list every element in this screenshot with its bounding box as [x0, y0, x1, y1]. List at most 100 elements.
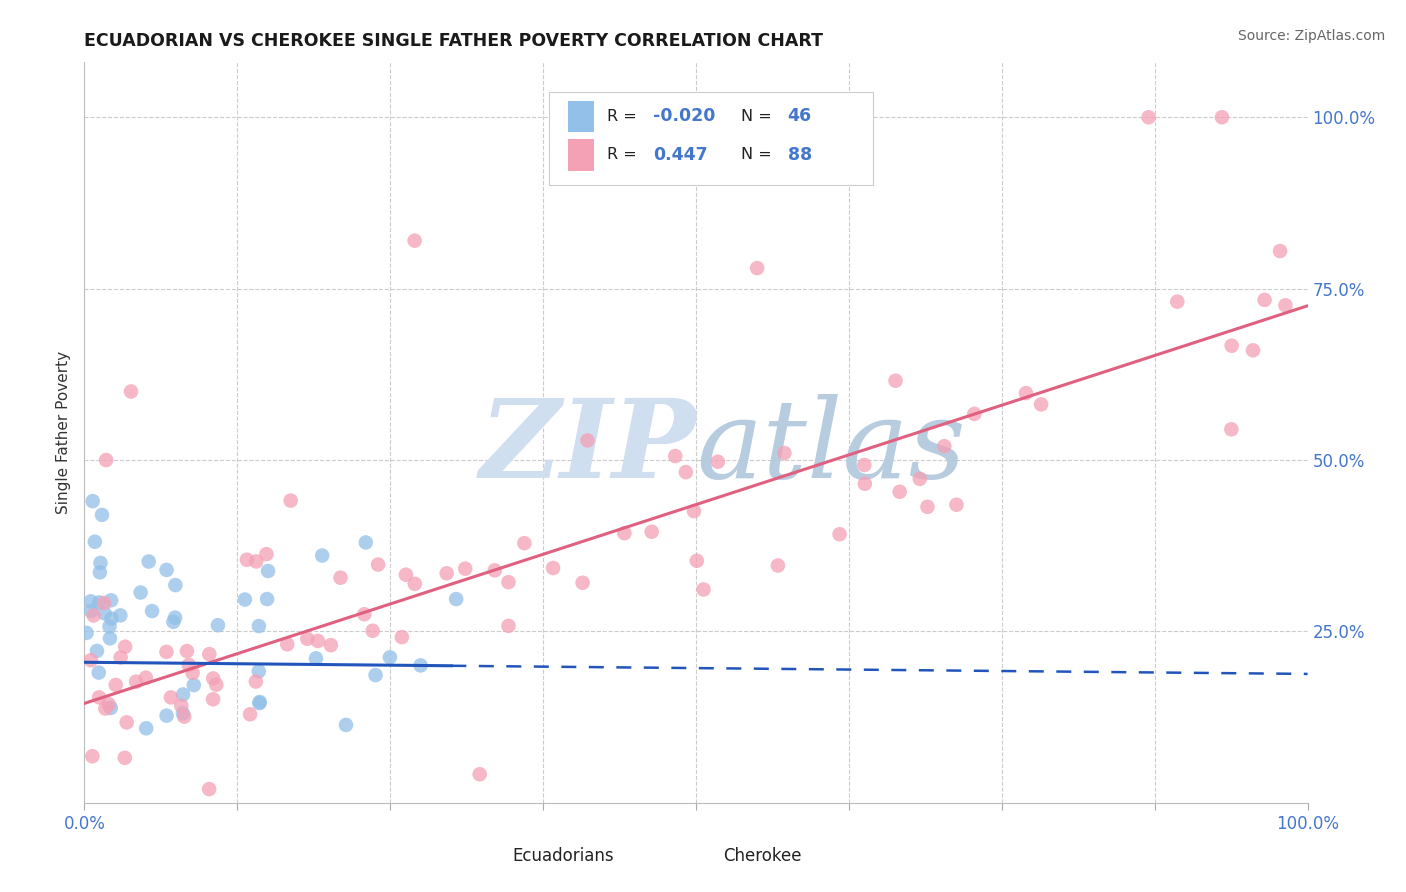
FancyBboxPatch shape: [568, 101, 595, 132]
Point: [404, 577, 426, 591]
Y-axis label: Single Father Poverty: Single Father Poverty: [56, 351, 72, 514]
Point: [125, 674, 148, 689]
Point: [82, 494, 104, 508]
Point: [202, 692, 225, 706]
Point: [87, 665, 110, 680]
Point: [162, 615, 184, 629]
Point: [110, 650, 132, 665]
Point: [541, 561, 564, 575]
Point: [1220, 422, 1243, 436]
Point: [828, 527, 851, 541]
Point: [249, 695, 271, 709]
Point: [114, 640, 136, 654]
Point: [245, 554, 267, 568]
Point: [115, 715, 138, 730]
Point: [853, 476, 876, 491]
Point: [110, 608, 132, 623]
Text: R =: R =: [606, 109, 641, 124]
Point: [945, 498, 967, 512]
Point: [1029, 397, 1052, 411]
Point: [1211, 110, 1233, 124]
Point: [276, 637, 298, 651]
Point: [498, 575, 520, 590]
Text: N =: N =: [741, 109, 778, 124]
Point: [908, 472, 931, 486]
Point: [963, 407, 986, 421]
Point: [319, 638, 342, 652]
Point: [114, 751, 136, 765]
Point: [747, 261, 769, 276]
Point: [236, 553, 259, 567]
Point: [93, 596, 115, 610]
Point: [335, 718, 357, 732]
Point: [254, 547, 277, 561]
Point: [257, 564, 280, 578]
Point: [155, 645, 177, 659]
Text: 46: 46: [787, 108, 811, 126]
Point: [692, 582, 714, 597]
Point: [707, 455, 730, 469]
Point: [87, 595, 110, 609]
Point: [100, 612, 122, 626]
Point: [176, 644, 198, 658]
Point: [454, 562, 477, 576]
Point: [170, 698, 193, 713]
Point: [135, 721, 157, 735]
Text: Cherokee: Cherokee: [723, 847, 801, 865]
Point: [773, 446, 796, 460]
Point: [207, 618, 229, 632]
Text: Ecuadorians: Ecuadorians: [513, 847, 614, 865]
Point: [889, 484, 911, 499]
Point: [853, 458, 876, 472]
Point: [1253, 293, 1275, 307]
Point: [468, 767, 491, 781]
Point: [305, 651, 328, 665]
Point: [155, 708, 177, 723]
FancyBboxPatch shape: [457, 842, 494, 871]
Text: 88: 88: [787, 146, 811, 164]
Point: [76, 625, 98, 640]
Point: [181, 665, 204, 680]
Point: [198, 782, 221, 797]
Point: [104, 678, 127, 692]
Point: [683, 504, 706, 518]
Point: [141, 604, 163, 618]
Point: [172, 688, 194, 702]
Point: [198, 647, 221, 661]
Point: [80, 653, 103, 667]
Point: [135, 671, 157, 685]
Point: [173, 709, 195, 723]
Point: [404, 234, 426, 248]
Point: [391, 630, 413, 644]
FancyBboxPatch shape: [568, 139, 595, 170]
Point: [353, 607, 375, 622]
Point: [138, 554, 160, 568]
Point: [367, 558, 389, 572]
Point: [202, 672, 225, 686]
Point: [82, 749, 104, 764]
Point: [917, 500, 939, 514]
Point: [97, 698, 120, 712]
Point: [98, 619, 121, 633]
Point: [409, 658, 432, 673]
Point: [613, 526, 636, 541]
Point: [513, 536, 536, 550]
Point: [233, 592, 256, 607]
Point: [247, 696, 270, 710]
Text: Source: ZipAtlas.com: Source: ZipAtlas.com: [1237, 29, 1385, 43]
Point: [87, 690, 110, 705]
Point: [1274, 298, 1296, 312]
Point: [83, 608, 105, 623]
Point: [884, 374, 907, 388]
Point: [160, 690, 183, 705]
Text: ZIP: ZIP: [479, 393, 696, 501]
Point: [91, 508, 114, 522]
Point: [311, 549, 333, 563]
Point: [100, 701, 122, 715]
Point: [354, 535, 377, 549]
Point: [329, 571, 352, 585]
Point: [165, 578, 187, 592]
Point: [934, 439, 956, 453]
Text: atlas: atlas: [696, 393, 966, 501]
FancyBboxPatch shape: [669, 842, 706, 871]
